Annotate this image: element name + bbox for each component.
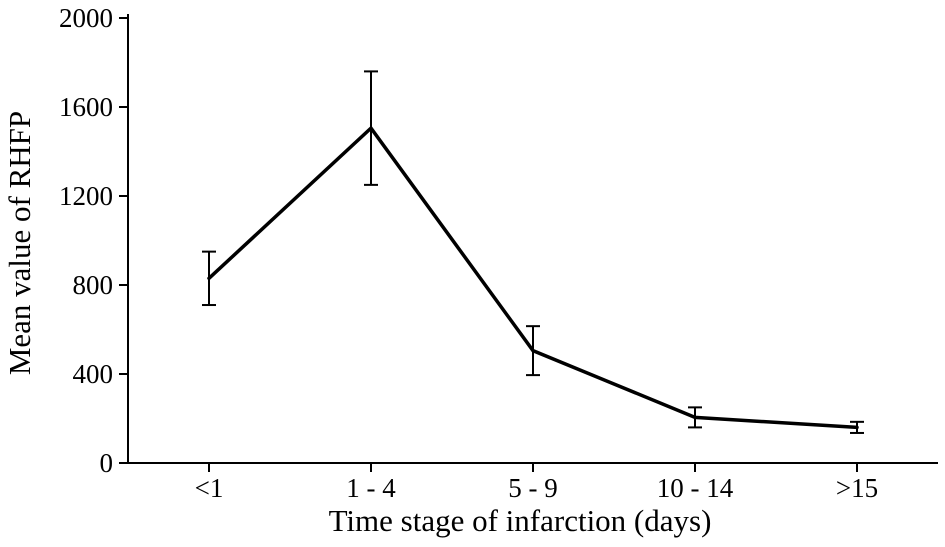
x-tick-label: <1 — [195, 473, 224, 503]
axes — [119, 14, 938, 472]
y-tick-label: 800 — [73, 270, 114, 300]
data-line — [207, 125, 859, 430]
y-tick-label: 1600 — [59, 92, 113, 122]
y-tick-label: 2000 — [59, 3, 113, 33]
y-axis-label: Mean value of RHFP — [2, 111, 37, 375]
x-tick-label: 5 - 9 — [508, 473, 558, 503]
x-tick-label: 10 - 14 — [657, 473, 734, 503]
y-tick-label: 0 — [100, 448, 114, 478]
y-tick-label: 400 — [73, 359, 114, 389]
error-bars — [202, 70, 864, 434]
data-polyline — [207, 125, 859, 430]
x-tick-label: >15 — [836, 473, 878, 503]
tick-labels: 0 400 800 1200 1600 2000 <1 1 - 4 5 - 9 10 - 14 >1… — [59, 3, 878, 503]
y-tick-label: 1200 — [59, 181, 113, 211]
x-tick-label: 1 - 4 — [346, 473, 396, 503]
x-axis-label: Time stage of infarction (days) — [329, 503, 712, 538]
